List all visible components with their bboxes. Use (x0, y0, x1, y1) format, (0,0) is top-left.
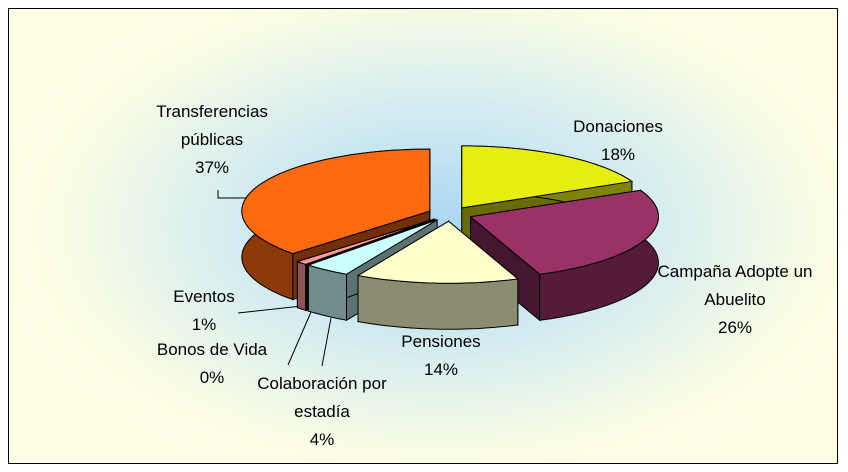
data-label: Pensiones 14% (371, 328, 511, 384)
data-label: Colaboración por estadía 4% (237, 370, 407, 454)
value-label: 0% (199, 368, 225, 387)
data-label: Donaciones 18% (548, 113, 688, 169)
category-label: Campaña Adopte un Abuelito (657, 262, 813, 309)
leader-line (321, 317, 332, 367)
data-label: Eventos 1% (144, 283, 264, 339)
slice (356, 220, 520, 284)
value-label: 18% (600, 145, 636, 164)
slice (469, 189, 659, 275)
category-label: Eventos (173, 287, 235, 306)
data-label: Transferencias públicas 37% (142, 98, 282, 182)
leader-line (287, 311, 312, 366)
category-label: Colaboración por estadía (257, 374, 387, 421)
slice (241, 148, 431, 255)
data-label: Campaña Adopte un Abuelito 26% (645, 258, 825, 342)
category-label: Transferencias públicas (156, 102, 268, 149)
leader-line (217, 190, 252, 199)
value-label: 1% (191, 315, 217, 334)
leader-line (237, 305, 303, 314)
slice (306, 218, 436, 265)
category-label: Bonos de Vida (156, 340, 268, 359)
data-label: Bonos de Vida 0% (142, 336, 282, 392)
category-label: Donaciones (573, 117, 663, 136)
slice-side (357, 275, 519, 330)
category-label: Pensiones (401, 332, 481, 351)
value-label: 26% (717, 318, 753, 337)
slice (306, 219, 438, 275)
leader-lines (217, 190, 332, 367)
value-label: 14% (423, 360, 459, 379)
value-label: 4% (309, 430, 335, 449)
value-label: 37% (194, 158, 230, 177)
slice (461, 145, 634, 209)
slice-side (296, 260, 307, 311)
